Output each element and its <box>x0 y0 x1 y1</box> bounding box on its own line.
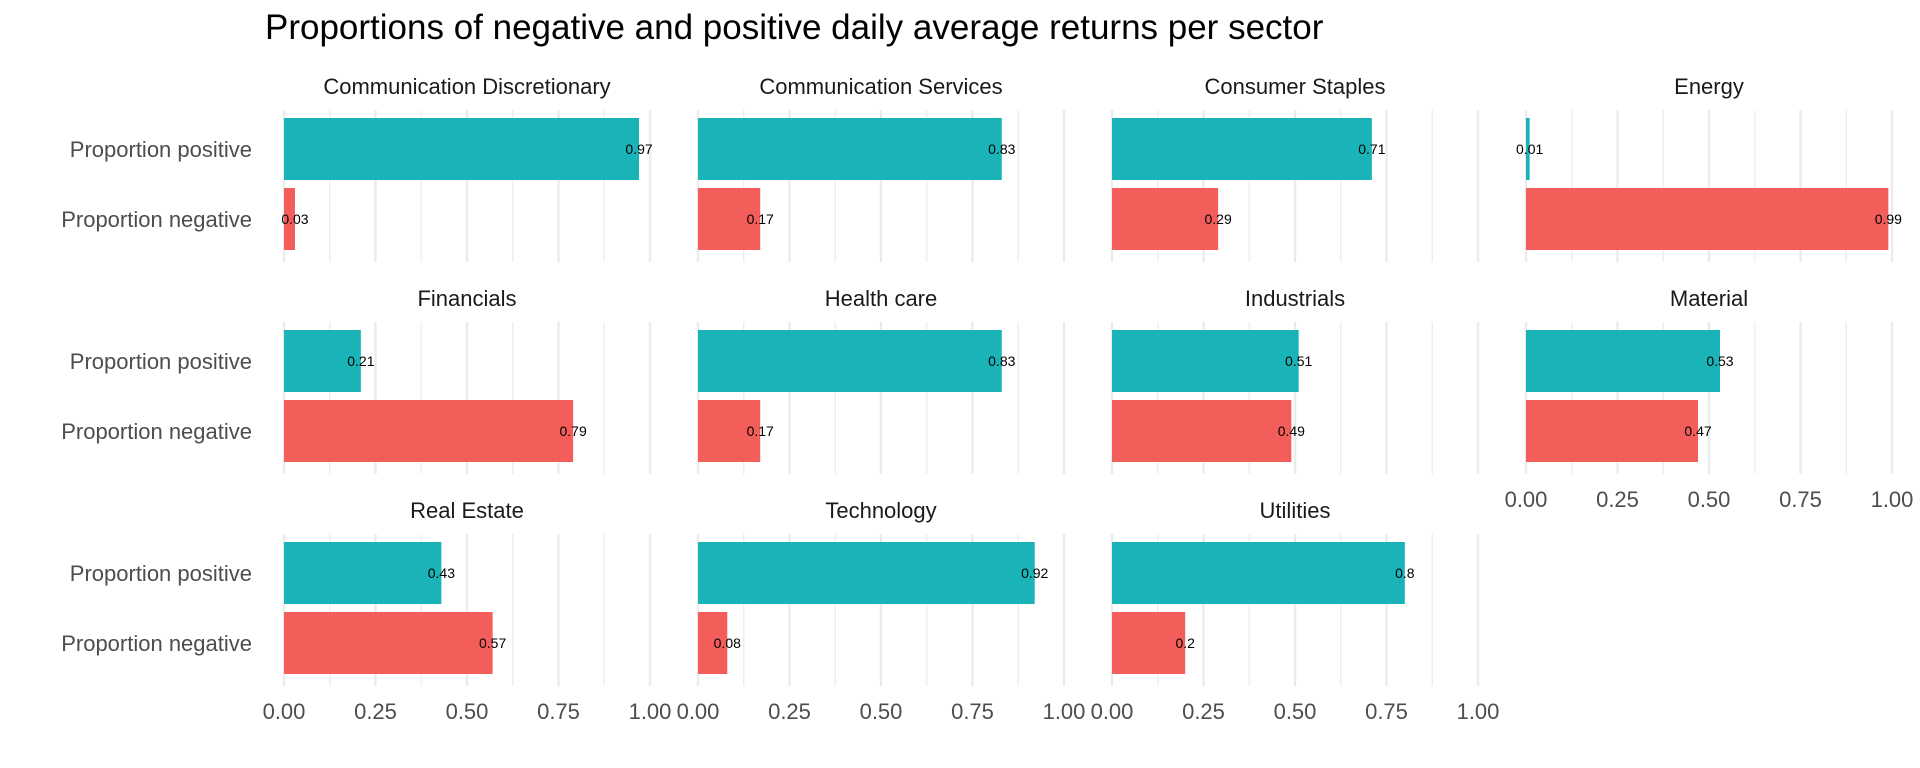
x-tick-label: 0.00 <box>677 699 720 724</box>
value-label: 0.79 <box>560 423 587 439</box>
bar-negative <box>698 612 728 674</box>
bar-positive <box>698 118 1002 180</box>
x-tick-label: 0.25 <box>1182 699 1225 724</box>
x-tick-label: 0.00 <box>1505 487 1548 512</box>
value-label: 0.83 <box>988 141 1015 157</box>
value-label: 0.8 <box>1395 565 1415 581</box>
facet-title: Material <box>1670 286 1748 311</box>
x-tick-label: 0.50 <box>1688 487 1731 512</box>
y-category-label: Proportion positive <box>70 349 252 374</box>
value-label: 0.49 <box>1278 423 1305 439</box>
facet-title: Financials <box>417 286 516 311</box>
bar-negative <box>284 400 574 462</box>
value-label: 0.08 <box>714 635 741 651</box>
value-label: 0.92 <box>1021 565 1048 581</box>
x-tick-label: 1.00 <box>1043 699 1086 724</box>
y-category-label: Proportion negative <box>61 419 252 444</box>
facet-title: Technology <box>825 498 936 523</box>
bar-negative <box>1112 188 1219 250</box>
value-label: 0.29 <box>1205 211 1232 227</box>
bar-negative <box>1526 188 1889 250</box>
value-label: 0.43 <box>428 565 455 581</box>
value-label: 0.51 <box>1285 353 1312 369</box>
y-category-label: Proportion negative <box>61 631 252 656</box>
value-label: 0.57 <box>479 635 506 651</box>
x-tick-label: 1.00 <box>629 699 672 724</box>
x-tick-label: 0.00 <box>1091 699 1134 724</box>
value-label: 0.71 <box>1358 141 1385 157</box>
bar-negative <box>698 400 761 462</box>
value-label: 0.2 <box>1175 635 1195 651</box>
value-label: 0.83 <box>988 353 1015 369</box>
x-tick-label: 1.00 <box>1457 699 1500 724</box>
y-category-label: Proportion positive <box>70 137 252 162</box>
bar-positive <box>284 542 442 604</box>
facet-title: Industrials <box>1245 286 1345 311</box>
bar-negative <box>284 612 493 674</box>
facet-title: Utilities <box>1260 498 1331 523</box>
bar-negative <box>1526 400 1699 462</box>
x-tick-label: 0.25 <box>768 699 811 724</box>
x-tick-label: 0.75 <box>1779 487 1822 512</box>
x-tick-label: 0.25 <box>354 699 397 724</box>
value-label: 0.53 <box>1706 353 1733 369</box>
x-tick-label: 0.75 <box>951 699 994 724</box>
bar-positive <box>284 118 640 180</box>
bar-negative <box>284 188 295 250</box>
x-tick-label: 0.25 <box>1596 487 1639 512</box>
bar-negative <box>1112 400 1292 462</box>
x-tick-label: 0.00 <box>263 699 306 724</box>
facet-title: Energy <box>1674 74 1744 99</box>
bar-positive <box>698 542 1035 604</box>
facet-title: Health care <box>825 286 938 311</box>
facet-title: Communication Services <box>759 74 1002 99</box>
x-tick-label: 0.50 <box>446 699 489 724</box>
bar-positive <box>1526 118 1530 180</box>
value-label: 0.17 <box>747 211 774 227</box>
facet-title: Consumer Staples <box>1205 74 1386 99</box>
value-label: 0.03 <box>281 211 308 227</box>
value-label: 0.99 <box>1875 211 1902 227</box>
bar-positive <box>1112 542 1405 604</box>
chart-title: Proportions of negative and positive dai… <box>265 8 1324 47</box>
facet-title: Communication Discretionary <box>323 74 610 99</box>
facet-title: Real Estate <box>410 498 524 523</box>
bar-positive <box>1112 330 1299 392</box>
x-tick-label: 0.75 <box>537 699 580 724</box>
y-category-label: Proportion negative <box>61 207 252 232</box>
value-label: 0.97 <box>625 141 652 157</box>
value-label: 0.47 <box>1684 423 1711 439</box>
value-label: 0.01 <box>1516 141 1543 157</box>
x-tick-label: 0.50 <box>860 699 903 724</box>
x-tick-label: 0.75 <box>1365 699 1408 724</box>
bar-positive <box>1112 118 1372 180</box>
value-label: 0.21 <box>347 353 374 369</box>
bar-positive <box>1526 330 1720 392</box>
x-tick-label: 1.00 <box>1871 487 1914 512</box>
y-category-label: Proportion positive <box>70 561 252 586</box>
bar-positive <box>698 330 1002 392</box>
bar-positive <box>284 330 361 392</box>
bar-negative <box>1112 612 1186 674</box>
bar-negative <box>698 188 761 250</box>
value-label: 0.17 <box>747 423 774 439</box>
x-tick-label: 0.50 <box>1274 699 1317 724</box>
